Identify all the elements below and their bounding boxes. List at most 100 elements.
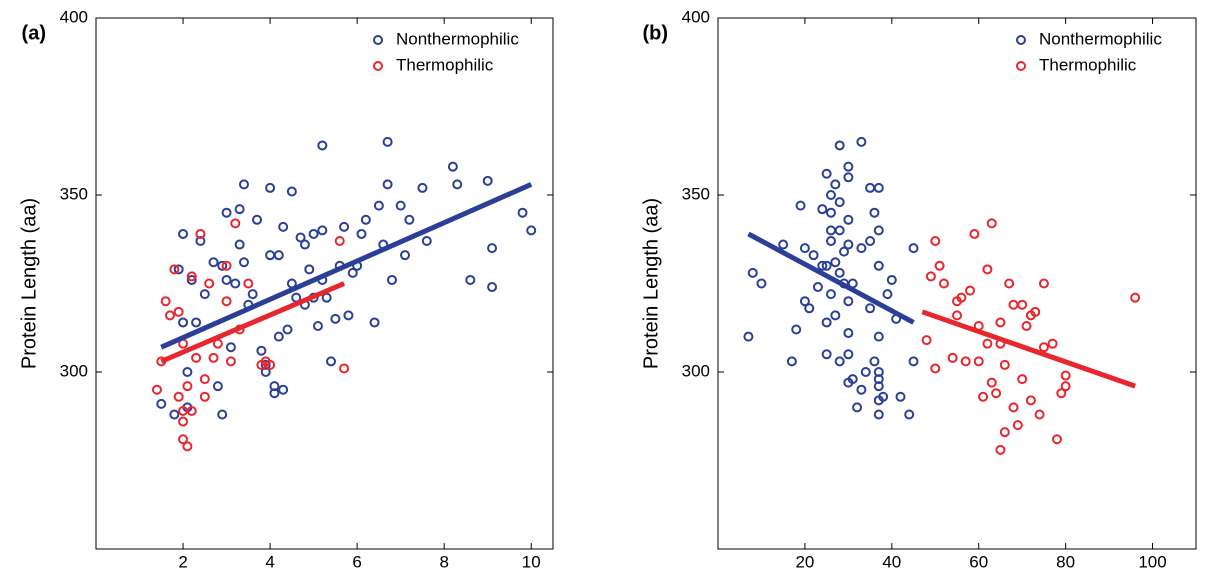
point (204, 278, 215, 289)
point (295, 232, 306, 243)
point (517, 207, 528, 218)
point (339, 221, 350, 232)
point (195, 228, 206, 239)
point (221, 260, 232, 271)
fit-line (747, 231, 915, 325)
plot-area (95, 17, 554, 550)
point (778, 239, 789, 250)
point (243, 278, 254, 289)
point (278, 384, 289, 395)
x-tick-label: 2 (178, 552, 187, 569)
point (791, 324, 802, 335)
x-tick-label: 60 (969, 552, 988, 569)
point (199, 289, 210, 300)
point (173, 264, 184, 275)
point (982, 264, 993, 275)
point (804, 303, 815, 314)
point (321, 292, 332, 303)
x-tick-label: 8 (439, 552, 448, 569)
point (360, 214, 371, 225)
point (856, 243, 867, 254)
point (895, 391, 906, 402)
point (199, 374, 210, 385)
point (199, 391, 210, 402)
point (908, 243, 919, 254)
y-tick-label: 400 (682, 7, 710, 26)
point (904, 409, 915, 420)
point (230, 218, 241, 229)
point (852, 402, 863, 413)
point (978, 391, 989, 402)
point (217, 409, 228, 420)
point (1008, 402, 1019, 413)
point (452, 179, 463, 190)
point (1021, 320, 1032, 331)
point (286, 186, 297, 197)
point (265, 250, 276, 261)
point (178, 228, 189, 239)
x-tick-label: 6 (352, 552, 361, 569)
fit-line (160, 182, 533, 350)
point (886, 274, 897, 285)
point (178, 434, 189, 445)
point (230, 278, 241, 289)
point (1017, 374, 1028, 385)
fit-line (921, 309, 1136, 389)
point (865, 236, 876, 247)
point (843, 296, 854, 307)
point (1130, 292, 1141, 303)
point (417, 182, 428, 193)
point (382, 179, 393, 190)
point (947, 352, 958, 363)
legend-marker (373, 35, 383, 45)
point (843, 172, 854, 183)
point (1051, 434, 1062, 445)
point (865, 303, 876, 314)
point (164, 310, 175, 321)
point (812, 282, 823, 293)
point (217, 260, 228, 271)
point (995, 444, 1006, 455)
point (865, 182, 876, 193)
point (873, 409, 884, 420)
point (830, 257, 841, 268)
point (1012, 420, 1023, 431)
point (821, 168, 832, 179)
point (995, 317, 1006, 328)
point (178, 317, 189, 328)
point (873, 381, 884, 392)
point (225, 356, 236, 367)
point (873, 331, 884, 342)
point (825, 190, 836, 200)
x-tick-label: 4 (265, 552, 274, 569)
point (191, 352, 202, 363)
point (1017, 299, 1028, 310)
point (834, 356, 845, 367)
point (821, 260, 832, 271)
point (965, 285, 976, 296)
point (395, 200, 406, 211)
point (821, 349, 832, 360)
point (821, 317, 832, 328)
point (747, 267, 758, 278)
point (373, 200, 384, 211)
point (999, 359, 1010, 370)
point (825, 236, 836, 247)
point (169, 409, 180, 420)
plot-area (717, 17, 1197, 550)
point (856, 384, 867, 395)
point (938, 278, 949, 289)
point (208, 257, 219, 268)
point (182, 381, 193, 392)
point (743, 331, 754, 342)
point (465, 274, 476, 285)
point (182, 367, 193, 377)
point (221, 207, 232, 218)
point (317, 225, 328, 236)
point (247, 289, 258, 300)
y-tick-label: 300 (60, 361, 88, 380)
point (921, 335, 932, 346)
point (334, 236, 345, 247)
point (873, 260, 884, 271)
point (925, 271, 936, 282)
